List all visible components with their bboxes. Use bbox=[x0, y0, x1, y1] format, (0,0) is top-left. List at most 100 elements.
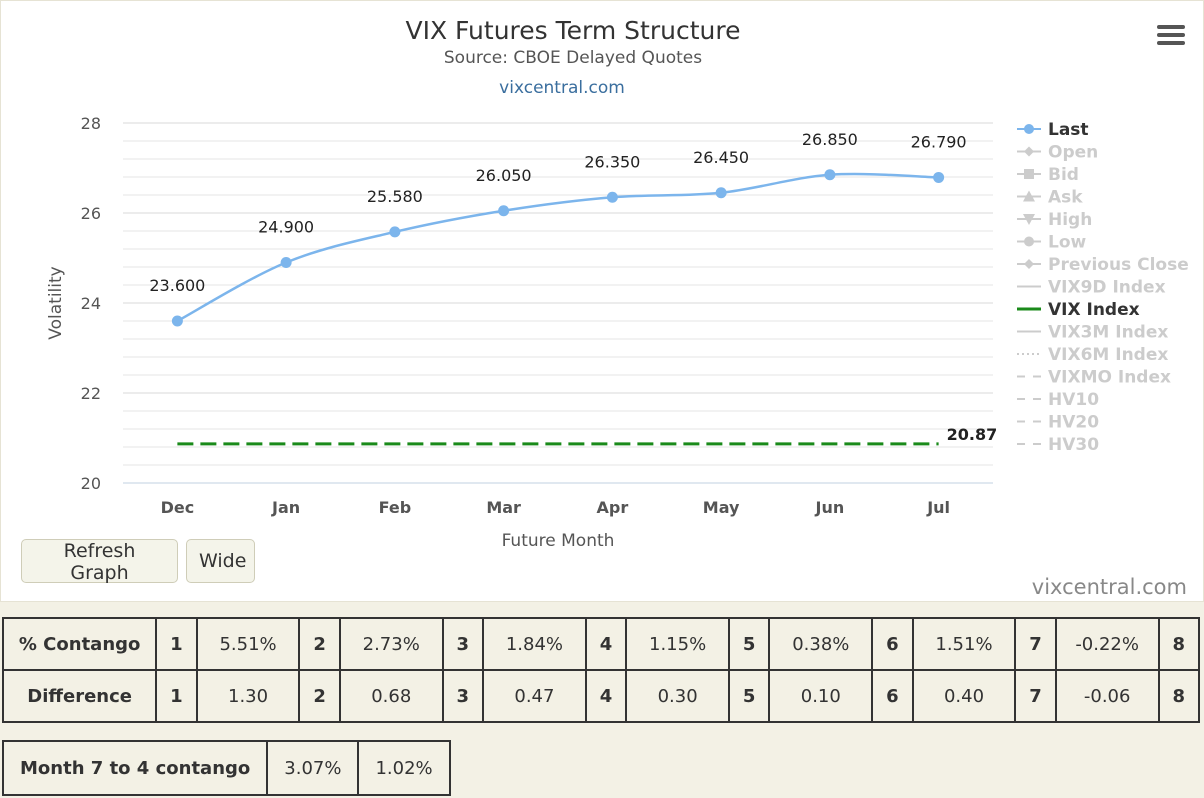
legend-item-vixmo-index[interactable]: VIXMO Index bbox=[1048, 368, 1171, 388]
legend-item-vix3m-index[interactable]: VIX3M Index bbox=[1048, 323, 1168, 343]
data-label: 24.900 bbox=[258, 218, 314, 237]
last-series-point bbox=[824, 169, 836, 181]
value-cell: 1.30 bbox=[195, 669, 301, 723]
value-cell: 1.15% bbox=[625, 617, 731, 671]
legend-item-hv20[interactable]: HV20 bbox=[1048, 413, 1099, 433]
month-index-cell: 7 bbox=[1014, 617, 1057, 671]
chart: VIX Futures Term Structure Source: CBOE D… bbox=[46, 16, 1189, 551]
x-tick-label: Feb bbox=[379, 498, 412, 517]
table-row: % Contango 1 5.51% 2 2.73% 3 1.84% 4 1.15% 5 0.38%… bbox=[1, 617, 1201, 671]
y-tick-label: 24 bbox=[81, 294, 101, 313]
x-tick-label: Dec bbox=[161, 498, 195, 517]
month-index-cell: 1 bbox=[155, 669, 198, 723]
y-tick-label: 20 bbox=[81, 474, 101, 493]
legend-item-hv10[interactable]: HV10 bbox=[1048, 390, 1099, 410]
month-index-cell: 2 bbox=[298, 617, 341, 671]
month-contango-table: Month 7 to 4 contango 3.07% 1.02% bbox=[1, 740, 451, 796]
hamburger-menu-icon[interactable] bbox=[1157, 25, 1185, 47]
value-cell: 1.51% bbox=[911, 617, 1017, 671]
data-label: 26.050 bbox=[476, 166, 532, 185]
legend-item-previous-close[interactable]: Previous Close bbox=[1048, 255, 1189, 275]
legend-item-bid[interactable]: Bid bbox=[1048, 165, 1079, 185]
last-series-point bbox=[498, 205, 510, 217]
legend-marker bbox=[1024, 236, 1034, 247]
legend-marker bbox=[1024, 259, 1034, 269]
legend-marker bbox=[1024, 146, 1034, 157]
data-label: 26.350 bbox=[584, 152, 640, 171]
legend-marker bbox=[1023, 190, 1035, 202]
value-cell: 0.10 bbox=[768, 669, 874, 723]
legend-marker bbox=[1023, 214, 1035, 225]
data-label: 26.790 bbox=[911, 132, 967, 151]
last-series-point bbox=[933, 171, 945, 183]
last-series-point bbox=[715, 187, 727, 199]
month-index-cell: 3 bbox=[441, 617, 484, 671]
value-cell: 0.47 bbox=[481, 669, 587, 723]
y-tick-label: 28 bbox=[81, 114, 101, 133]
table-cell: 1.02% bbox=[357, 740, 451, 796]
contango-table: % Contango 1 5.51% 2 2.73% 3 1.84% 4 1.15% 5 0.38%… bbox=[1, 617, 1201, 723]
chart-panel: VIX Futures Term Structure Source: CBOE D… bbox=[0, 0, 1204, 602]
last-series-line bbox=[176, 172, 939, 323]
credit-link: vixcentral.com bbox=[499, 78, 625, 98]
data-label: 26.450 bbox=[693, 148, 749, 167]
value-cell: -0.06 bbox=[1054, 669, 1160, 723]
month-index-cell: 8 bbox=[1157, 669, 1201, 723]
month-index-cell: 5 bbox=[728, 669, 771, 723]
value-cell: 0.38% bbox=[768, 617, 874, 671]
legend-item-high[interactable]: High bbox=[1048, 210, 1092, 230]
value-cell: 5.51% bbox=[195, 617, 301, 671]
legend-item-open[interactable]: Open bbox=[1048, 143, 1098, 163]
row-label: Month 7 to 4 contango bbox=[1, 740, 269, 796]
legend-marker bbox=[1024, 169, 1034, 179]
chart-subtitle: Source: CBOE Delayed Quotes bbox=[444, 48, 702, 68]
legend-item-vix-index[interactable]: VIX Index bbox=[1048, 300, 1140, 320]
value-cell: 0.40 bbox=[911, 669, 1017, 723]
last-series-point bbox=[171, 315, 183, 327]
data-label: 25.580 bbox=[367, 187, 423, 206]
value-cell: 0.30 bbox=[625, 669, 731, 723]
value-cell: 0.68 bbox=[338, 669, 444, 723]
x-tick-label: May bbox=[703, 498, 740, 517]
last-series-point bbox=[389, 226, 401, 238]
value-cell: -0.22% bbox=[1054, 617, 1160, 671]
table-row: Month 7 to 4 contango 3.07% 1.02% bbox=[1, 740, 451, 796]
data-label: 26.850 bbox=[802, 130, 858, 149]
legend-item-hv30[interactable]: HV30 bbox=[1048, 435, 1099, 455]
month-index-cell: 5 bbox=[728, 617, 771, 671]
last-series-point bbox=[280, 257, 292, 268]
watermark: vixcentral.com bbox=[1031, 575, 1187, 599]
legend-item-vix6m-index[interactable]: VIX6M Index bbox=[1048, 345, 1168, 365]
chart-title: VIX Futures Term Structure bbox=[406, 16, 741, 45]
x-axis-title: Future Month bbox=[502, 531, 615, 551]
value-cell: 1.84% bbox=[481, 617, 587, 671]
legend-item-low[interactable]: Low bbox=[1048, 233, 1087, 253]
row-label: % Contango bbox=[1, 617, 158, 671]
legend-item-ask[interactable]: Ask bbox=[1048, 188, 1083, 208]
wide-button[interactable]: Wide bbox=[186, 539, 255, 583]
month-index-cell: 4 bbox=[584, 669, 628, 723]
x-tick-label: Jun bbox=[815, 498, 845, 517]
x-tick-label: Apr bbox=[597, 498, 629, 517]
legend-marker bbox=[1024, 124, 1034, 134]
x-tick-label: Mar bbox=[486, 498, 521, 517]
row-label: Difference bbox=[1, 669, 158, 723]
month-index-cell: 3 bbox=[441, 669, 484, 723]
value-cell: 2.73% bbox=[338, 617, 444, 671]
month-index-cell: 6 bbox=[871, 617, 914, 671]
x-tick-label: Jan bbox=[271, 498, 300, 517]
y-tick-label: 26 bbox=[81, 204, 101, 223]
vix-index-label: 20.87 bbox=[947, 425, 998, 444]
table-cell: 3.07% bbox=[266, 740, 360, 796]
month-index-cell: 6 bbox=[871, 669, 914, 723]
table-row: Difference 1 1.30 2 0.68 3 0.47 4 0.30 5 0.10 6 0.40… bbox=[1, 669, 1201, 723]
legend-item-vix9d-index[interactable]: VIX9D Index bbox=[1048, 278, 1166, 298]
y-axis-title: Volatility bbox=[46, 266, 66, 339]
data-label: 23.600 bbox=[149, 276, 205, 295]
month-index-cell: 8 bbox=[1157, 617, 1201, 671]
month-index-cell: 7 bbox=[1014, 669, 1057, 723]
y-tick-label: 22 bbox=[81, 384, 101, 403]
legend-item-last[interactable]: Last bbox=[1048, 120, 1089, 140]
refresh-graph-button[interactable]: Refresh Graph bbox=[21, 539, 178, 584]
month-index-cell: 4 bbox=[584, 617, 628, 671]
